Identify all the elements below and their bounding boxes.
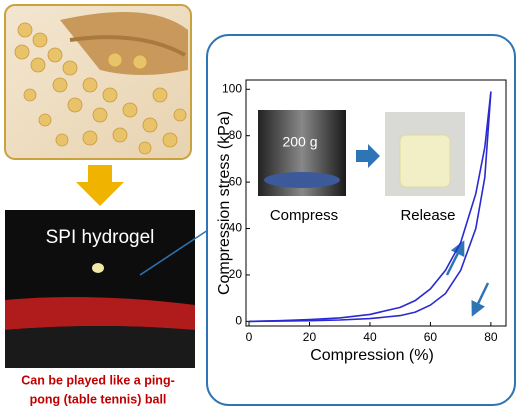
x-tick-label: 20 <box>303 330 317 344</box>
inset-label: 200 g <box>282 134 317 150</box>
photo-label: SPI hydrogel <box>46 227 155 248</box>
caption-line: Can be played like a ping- <box>21 373 175 387</box>
soybean-photo <box>4 4 192 160</box>
inset-label: Release <box>400 207 455 224</box>
y-tick-label: 20 <box>229 267 243 281</box>
x-axis-label: Compression (%) <box>310 347 434 364</box>
loading-arrow <box>445 240 465 276</box>
x-tick-label: 40 <box>363 330 377 344</box>
y-tick-label: 80 <box>229 128 243 142</box>
x-tick-label: 0 <box>246 330 253 344</box>
plot-frame <box>245 79 507 327</box>
unloading-arrow <box>471 282 490 317</box>
y-tick-label: 40 <box>229 221 243 235</box>
y-tick-label: 60 <box>229 174 243 188</box>
hydrogel-photo: SPI hydrogel <box>5 210 195 368</box>
down-arrow <box>76 165 124 206</box>
y-axis-label: Compression stress (kPa) <box>216 111 233 295</box>
inset-label: Compress <box>270 207 338 224</box>
y-tick-label: 0 <box>235 314 242 328</box>
y-tick-label: 100 <box>222 81 242 95</box>
x-tick-label: 60 <box>424 330 438 344</box>
x-tick-label: 80 <box>484 330 498 344</box>
inset-photos <box>258 110 465 196</box>
data-line <box>248 91 492 323</box>
caption-line: pong (table tennis) ball <box>30 392 167 406</box>
callout-line <box>139 229 209 276</box>
data-line <box>248 91 492 323</box>
